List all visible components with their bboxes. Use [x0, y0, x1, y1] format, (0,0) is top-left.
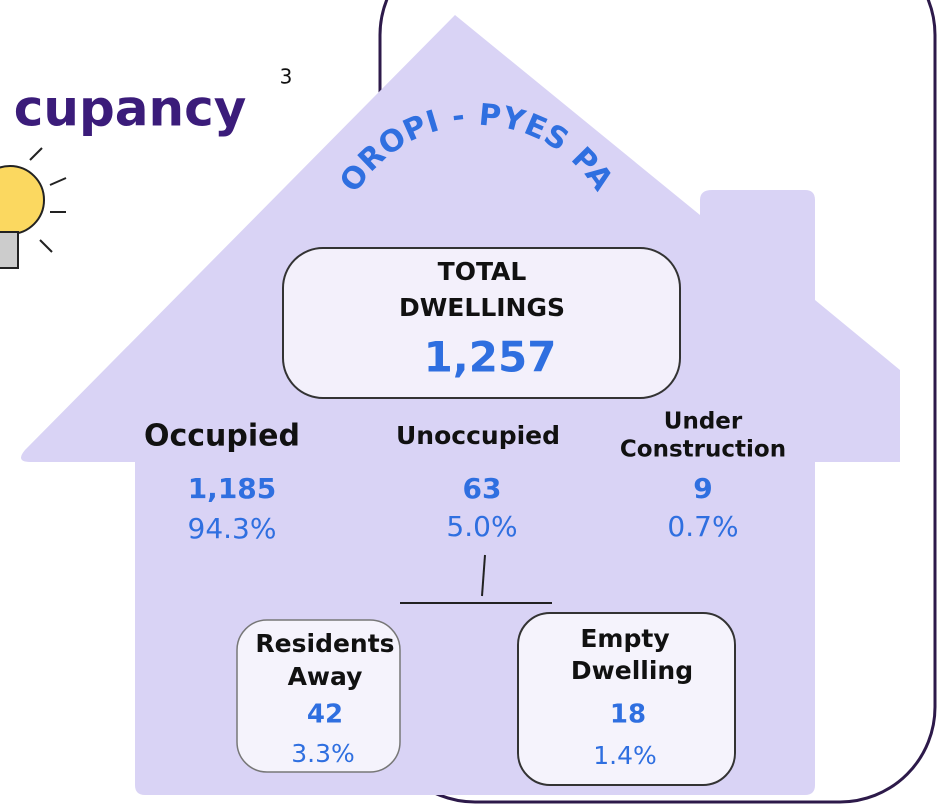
- total-value: 1,257: [424, 333, 557, 382]
- sub-box: [517, 612, 736, 786]
- sub-value: 42: [307, 700, 343, 730]
- superscript: 3: [280, 65, 293, 89]
- category-label: Occupied: [144, 419, 300, 454]
- category-value: 1,185: [188, 472, 277, 505]
- category-label: Construction: [620, 437, 786, 463]
- category-percent: 5.0%: [446, 510, 517, 543]
- house-shape: [21, 15, 900, 795]
- title: cupancy: [14, 80, 247, 138]
- category-value: 9: [693, 472, 712, 505]
- total-label: DWELLINGS: [399, 293, 565, 322]
- sub-label: Empty: [580, 624, 669, 653]
- category-value: 63: [463, 472, 502, 505]
- sub-label: Residents: [255, 629, 394, 658]
- sub-box: [236, 619, 401, 773]
- sub-percent: 3.3%: [291, 739, 355, 768]
- connector: [481, 554, 486, 597]
- total-label: TOTAL: [438, 257, 527, 286]
- category-label: Under: [664, 409, 743, 435]
- category-label: Unoccupied: [396, 421, 560, 450]
- total-box: [282, 247, 681, 399]
- lightbulb-icon: [0, 147, 67, 269]
- sub-label: Dwelling: [571, 656, 693, 685]
- sub-value: 18: [610, 700, 646, 730]
- sub-label: Away: [288, 662, 363, 691]
- category-percent: 94.3%: [188, 512, 277, 545]
- category-percent: 0.7%: [667, 510, 738, 543]
- sub-percent: 1.4%: [593, 741, 657, 770]
